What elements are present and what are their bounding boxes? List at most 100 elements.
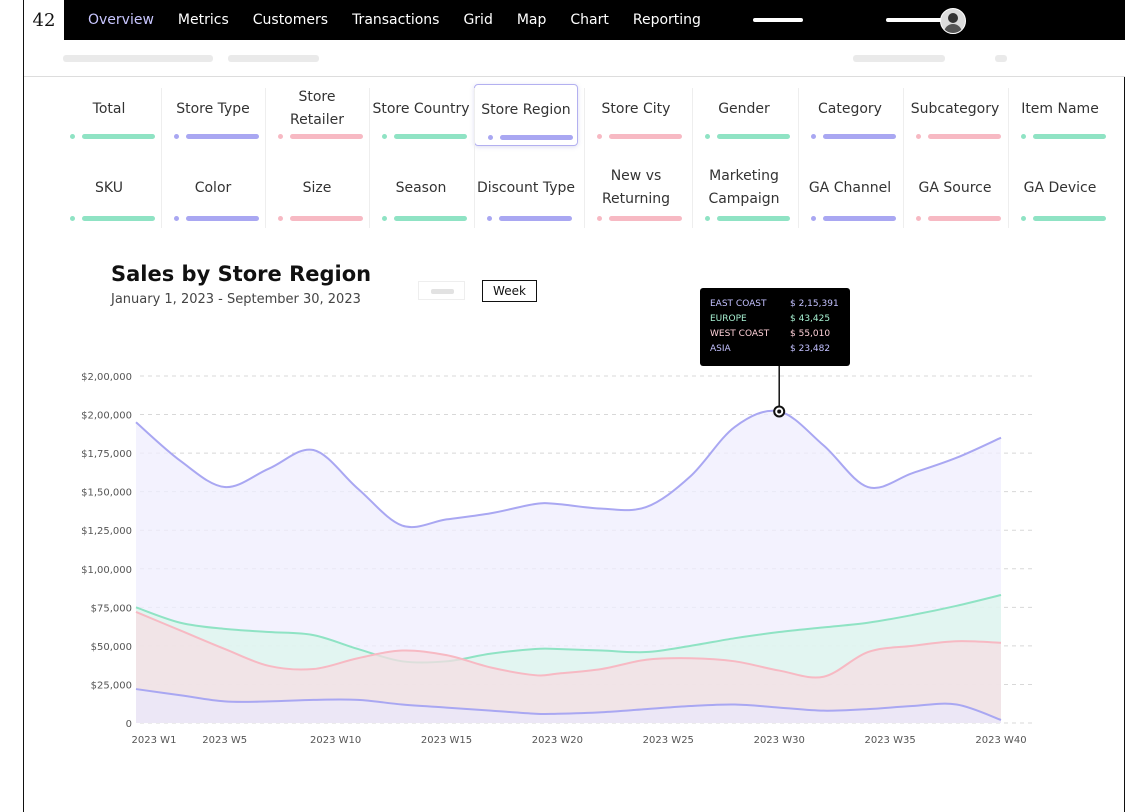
dimension-bar bbox=[1033, 134, 1106, 139]
dimension-dot bbox=[1021, 216, 1026, 221]
tooltip-row: EUROPE $ 43,425 bbox=[710, 314, 840, 328]
filter-placeholder-4[interactable] bbox=[995, 55, 1007, 62]
dimension-store-type[interactable]: Store Type bbox=[161, 84, 265, 146]
nav-placeholder bbox=[753, 18, 803, 22]
dimension-discount-type[interactable]: Discount Type bbox=[474, 160, 578, 228]
dimension-dot bbox=[382, 134, 387, 139]
dimension-gender[interactable]: Gender bbox=[692, 84, 796, 146]
dimension-bar bbox=[928, 216, 1001, 221]
period-placeholder[interactable] bbox=[418, 281, 465, 300]
dimension-bar bbox=[290, 216, 363, 221]
dimension-label: New vs Returning bbox=[601, 168, 671, 207]
dimension-divider bbox=[474, 88, 475, 228]
dimension-label: Item Name bbox=[1021, 101, 1099, 117]
dimension-dot bbox=[278, 216, 283, 221]
filter-placeholder-1[interactable] bbox=[63, 55, 213, 62]
dimension-bar bbox=[500, 135, 573, 140]
dimension-dot bbox=[278, 134, 283, 139]
dimension-bar bbox=[609, 134, 682, 139]
tooltip-series-name: EAST COAST bbox=[710, 299, 767, 309]
dimension-label: Total bbox=[92, 101, 126, 117]
dimension-dot bbox=[1021, 134, 1026, 139]
nav-item-map[interactable]: Map bbox=[516, 12, 547, 28]
tooltip-series-name: EUROPE bbox=[710, 314, 747, 324]
week-button[interactable]: Week bbox=[482, 280, 537, 302]
dimension-color[interactable]: Color bbox=[161, 160, 265, 228]
dimension-label: Color bbox=[194, 180, 232, 196]
dimension-label: Category bbox=[818, 101, 882, 117]
dimension-bar bbox=[609, 216, 682, 221]
dimension-store-country[interactable]: Store Country bbox=[369, 84, 473, 146]
dimension-new-vs-returning[interactable]: New vs Returning bbox=[584, 160, 688, 228]
dimension-sku[interactable]: SKU bbox=[57, 160, 161, 228]
filter-placeholder-2[interactable] bbox=[228, 55, 319, 62]
nav-item-chart[interactable]: Chart bbox=[570, 12, 609, 28]
nav-item-metrics[interactable]: Metrics bbox=[177, 12, 229, 28]
dimension-bar bbox=[394, 216, 467, 221]
dimension-bar bbox=[928, 134, 1001, 139]
chart-date-range: January 1, 2023 - September 30, 2023 bbox=[111, 292, 361, 307]
dimension-label: Size bbox=[302, 180, 332, 196]
dimension-dot bbox=[70, 134, 75, 139]
dimension-store-retailer[interactable]: Store Retailer bbox=[265, 84, 369, 146]
dimension-label: Discount Type bbox=[476, 180, 576, 196]
dimension-dot bbox=[916, 216, 921, 221]
dimension-divider bbox=[903, 88, 904, 228]
dimension-divider bbox=[692, 88, 693, 228]
dimension-label: Store Retailer bbox=[290, 89, 344, 128]
dimension-subcategory[interactable]: Subcategory bbox=[903, 84, 1007, 146]
dimension-ga-channel[interactable]: GA Channel bbox=[798, 160, 902, 228]
user-avatar[interactable] bbox=[940, 8, 966, 34]
dimension-item-name[interactable]: Item Name bbox=[1008, 84, 1112, 146]
dimension-dot bbox=[488, 135, 493, 140]
dimension-dot bbox=[597, 216, 602, 221]
dimension-dot bbox=[916, 134, 921, 139]
dimension-divider bbox=[369, 88, 370, 228]
filter-bar bbox=[24, 40, 1125, 77]
nav-item-customers[interactable]: Customers bbox=[252, 12, 329, 28]
dimension-label: GA Device bbox=[1023, 180, 1097, 196]
dimension-dot bbox=[70, 216, 75, 221]
dimension-store-region[interactable]: Store Region bbox=[474, 84, 578, 146]
dimension-divider bbox=[584, 88, 585, 228]
nav-item-transactions[interactable]: Transactions bbox=[352, 12, 440, 28]
nav-item-grid[interactable]: Grid bbox=[463, 12, 493, 28]
dimension-label: Store Country bbox=[372, 101, 470, 117]
dimension-label: SKU bbox=[95, 180, 123, 196]
dimension-dot bbox=[174, 216, 179, 221]
dimension-divider bbox=[798, 88, 799, 228]
dimension-label: Subcategory bbox=[910, 101, 1000, 117]
tooltip-series-value: $ 2,15,391 bbox=[790, 299, 839, 309]
dimension-bar bbox=[186, 134, 259, 139]
dimension-total[interactable]: Total bbox=[57, 84, 161, 146]
tooltip-row: WEST COAST $ 55,010 bbox=[710, 329, 840, 343]
dimension-bar bbox=[82, 134, 155, 139]
dimension-divider bbox=[161, 88, 162, 228]
dimension-marketing-campaign[interactable]: Marketing Campaign bbox=[692, 160, 796, 228]
dimension-label: GA Channel bbox=[808, 180, 892, 196]
top-navigation: 42 Overview Metrics Customers Transactions G… bbox=[24, 0, 1125, 40]
filter-placeholder-3[interactable] bbox=[853, 55, 945, 62]
dimension-bar bbox=[290, 134, 363, 139]
dimension-category[interactable]: Category bbox=[798, 84, 902, 146]
dimension-size[interactable]: Size bbox=[265, 160, 369, 228]
nav-toggle-track[interactable] bbox=[886, 18, 942, 22]
dimension-store-city[interactable]: Store City bbox=[584, 84, 688, 146]
dimension-label: Store Type bbox=[176, 101, 250, 117]
nav-item-reporting[interactable]: Reporting bbox=[632, 12, 701, 28]
nav-item-overview[interactable]: Overview bbox=[88, 12, 154, 28]
dimension-label: GA Source bbox=[918, 180, 992, 196]
tooltip-row: EAST COAST $ 2,15,391 bbox=[710, 299, 840, 313]
nav-menu: Overview Metrics Customers Transactions Grid… bbox=[88, 0, 725, 40]
dimension-label: Store City bbox=[601, 101, 671, 117]
dimension-bar bbox=[186, 216, 259, 221]
dimension-ga-source[interactable]: GA Source bbox=[903, 160, 1007, 228]
dimension-ga-device[interactable]: GA Device bbox=[1008, 160, 1112, 228]
dimension-season[interactable]: Season bbox=[369, 160, 473, 228]
dimension-bar bbox=[499, 216, 572, 221]
tooltip-series-value: $ 55,010 bbox=[790, 329, 831, 339]
app-logo[interactable]: 42 bbox=[24, 0, 64, 40]
dimension-dot bbox=[487, 216, 492, 221]
dimension-dot bbox=[597, 134, 602, 139]
dimension-label: Gender bbox=[718, 101, 770, 117]
